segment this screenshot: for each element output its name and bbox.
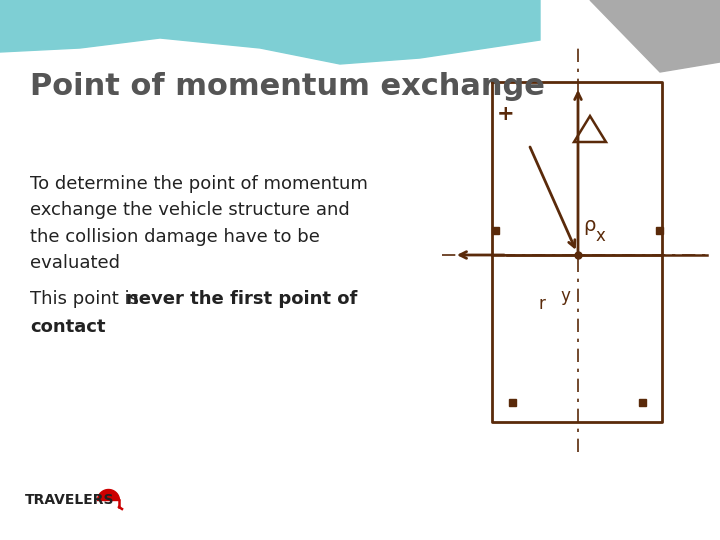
Bar — [508, 399, 516, 406]
Text: x: x — [596, 227, 606, 245]
Text: This point is: This point is — [30, 290, 145, 308]
Bar — [655, 226, 662, 233]
Polygon shape — [0, 0, 540, 64]
Text: never the first point of: never the first point of — [126, 290, 357, 308]
Text: To determine the point of momentum
exchange the vehicle structure and
the collis: To determine the point of momentum excha… — [30, 175, 368, 272]
Polygon shape — [590, 0, 720, 72]
Text: y: y — [560, 287, 570, 305]
Text: TRAVELERS: TRAVELERS — [25, 493, 114, 507]
Text: r: r — [538, 295, 545, 313]
Text: ρ: ρ — [583, 216, 595, 235]
Text: +: + — [498, 104, 515, 124]
Text: Point of momentum exchange: Point of momentum exchange — [30, 72, 545, 101]
Text: contact: contact — [30, 318, 106, 336]
Bar — [492, 226, 498, 233]
Bar — [639, 399, 646, 406]
